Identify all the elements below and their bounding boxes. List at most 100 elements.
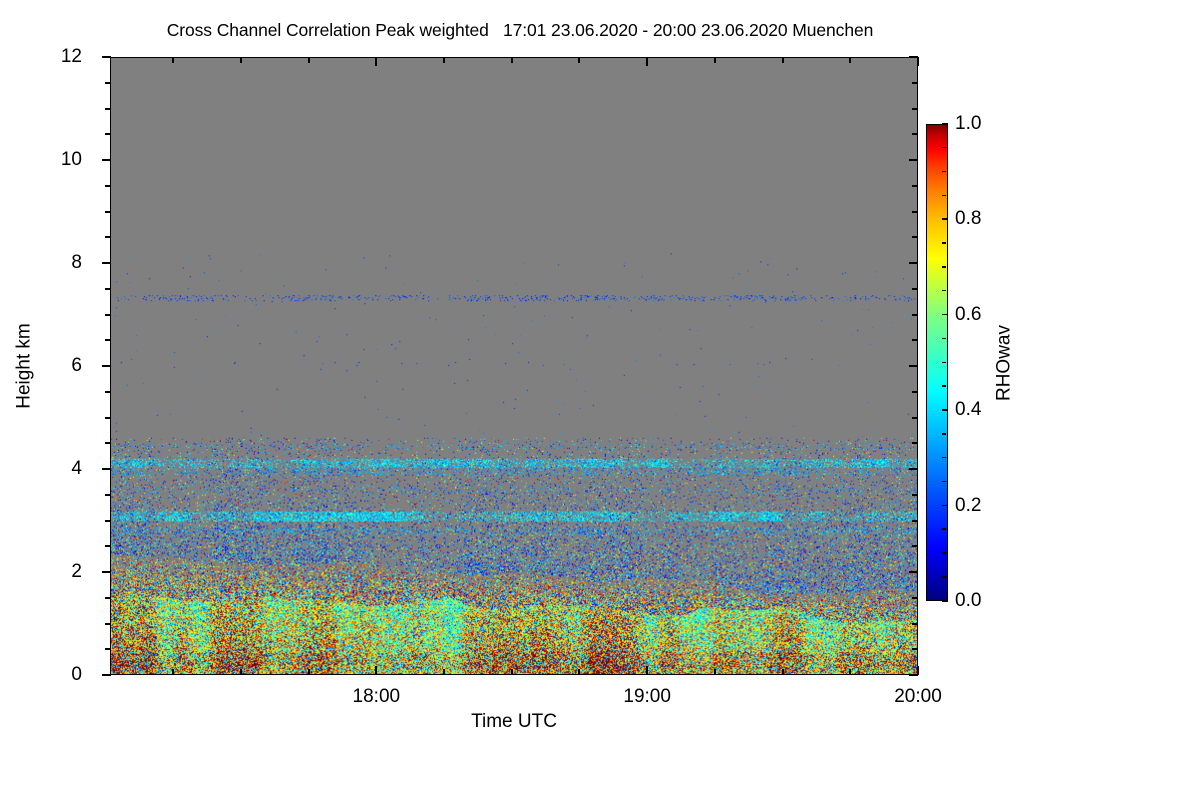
x-axis-minor-tick (713, 57, 716, 63)
x-axis-minor-tick (172, 669, 175, 675)
colorbar-minor-tick (942, 480, 946, 483)
y-axis-tick-label: 0 (71, 664, 82, 685)
y-axis-minor-tick (912, 416, 918, 419)
colorbar-tick (942, 313, 948, 316)
page-title: Cross Channel Correlation Peak weighted … (166, 20, 874, 40)
x-axis-minor-tick (172, 57, 175, 63)
x-axis-minor-tick (510, 57, 513, 63)
x-axis-minor-tick (849, 669, 852, 675)
y-axis-minor-tick (105, 313, 111, 316)
y-axis-tick-right (909, 262, 918, 264)
y-axis-tick-left (102, 262, 111, 264)
y-axis-minor-tick (912, 519, 918, 522)
y-axis-minor-tick (105, 416, 111, 419)
y-axis-minor-tick (105, 210, 111, 213)
colorbar-tick (942, 218, 948, 220)
y-axis-minor-tick (105, 442, 111, 445)
x-axis-minor-tick (239, 57, 242, 63)
colorbar-minor-tick (942, 456, 946, 459)
y-axis-tick-left (102, 468, 111, 470)
x-axis-minor-tick (239, 669, 242, 675)
x-axis-minor-tick (781, 57, 784, 63)
colorbar-tick (942, 504, 948, 507)
colorbar-minor-tick (942, 528, 946, 530)
colorbar-minor-tick (942, 146, 946, 149)
colorbar-tick (942, 600, 948, 602)
y-axis-minor-tick (105, 287, 111, 290)
y-axis-minor-tick (912, 339, 918, 342)
x-axis-minor-tick (578, 669, 581, 675)
x-axis-minor-tick (443, 57, 446, 63)
y-axis-tick-left (102, 365, 111, 367)
y-axis-minor-tick (912, 545, 918, 548)
y-axis-tick-right (909, 468, 918, 470)
colorbar-tick-label: 1.0 (955, 113, 982, 134)
colorbar-minor-tick (942, 361, 946, 363)
colorbar-minor-tick (942, 266, 946, 268)
x-axis-tick-top (646, 57, 649, 66)
y-axis-tick-label: 8 (71, 252, 82, 273)
y-axis-label: Height km (13, 323, 35, 409)
y-axis-minor-tick (912, 133, 918, 136)
y-axis-tick-label: 10 (60, 149, 82, 170)
y-axis-minor-tick (912, 184, 918, 187)
y-axis-minor-tick (105, 493, 111, 496)
x-axis-minor-tick (849, 57, 852, 63)
x-axis-tick-label: 18:00 (352, 686, 401, 707)
y-axis-minor-tick (912, 287, 918, 290)
y-axis-minor-tick (105, 107, 111, 110)
y-axis-tick-label: 2 (71, 561, 82, 582)
plot-area (110, 57, 918, 675)
colorbar-tick-label: 0.6 (955, 303, 982, 325)
y-axis-minor-tick (105, 133, 111, 136)
y-axis-minor-tick (105, 596, 111, 599)
x-axis-minor-tick (713, 669, 716, 675)
y-axis-tick-right (909, 365, 918, 367)
x-axis-tick-bottom (375, 666, 378, 675)
colorbar-minor-tick (942, 552, 946, 554)
y-axis-minor-tick (912, 236, 918, 239)
colorbar-minor-tick (942, 194, 946, 197)
colorbar-tick-label: 0.8 (955, 208, 982, 230)
y-axis-minor-tick (912, 648, 918, 651)
colorbar-minor-tick (942, 289, 946, 292)
y-axis-minor-tick (105, 648, 111, 651)
colorbar-label: RHOwav (993, 324, 1015, 402)
y-axis-minor-tick (105, 519, 111, 522)
y-axis-tick-right (909, 159, 918, 161)
y-axis-minor-tick (912, 596, 918, 599)
y-axis-minor-tick (105, 622, 111, 625)
y-axis-tick-right (909, 571, 918, 573)
colorbar-tick (942, 123, 948, 125)
colorbar-minor-tick (942, 433, 946, 435)
y-axis-minor-tick (912, 442, 918, 445)
colorbar-minor-tick (942, 337, 946, 340)
y-axis-tick-left (102, 56, 111, 58)
y-axis-minor-tick (912, 81, 918, 84)
colorbar-minor-tick (942, 170, 946, 173)
x-axis-tick-top (375, 57, 378, 66)
colorbar-tick (942, 409, 948, 411)
y-axis-minor-tick (912, 390, 918, 393)
colorbar-minor-tick (942, 576, 946, 578)
y-axis-tick-label: 6 (71, 355, 82, 376)
y-axis-minor-tick (912, 622, 918, 625)
x-axis-tick-label: 19:00 (623, 686, 671, 707)
x-axis-tick-label: 20:00 (894, 686, 942, 707)
x-axis-minor-tick (578, 57, 581, 63)
x-axis-minor-tick (307, 57, 310, 63)
x-axis-tick-bottom (646, 666, 649, 675)
y-axis-tick-right (909, 56, 918, 58)
colorbar-minor-tick (942, 242, 946, 244)
colorbar-minor-tick (942, 385, 946, 387)
heatmap-data-canvas (111, 58, 917, 674)
y-axis-minor-tick (105, 339, 111, 342)
y-axis-tick-right (909, 674, 918, 676)
y-axis-minor-tick (912, 107, 918, 110)
y-axis-minor-tick (105, 184, 111, 187)
colorbar-tick-label: 0.4 (955, 399, 982, 421)
y-axis-tick-label: 12 (60, 46, 82, 67)
y-axis-minor-tick (912, 313, 918, 316)
y-axis-minor-tick (105, 236, 111, 239)
